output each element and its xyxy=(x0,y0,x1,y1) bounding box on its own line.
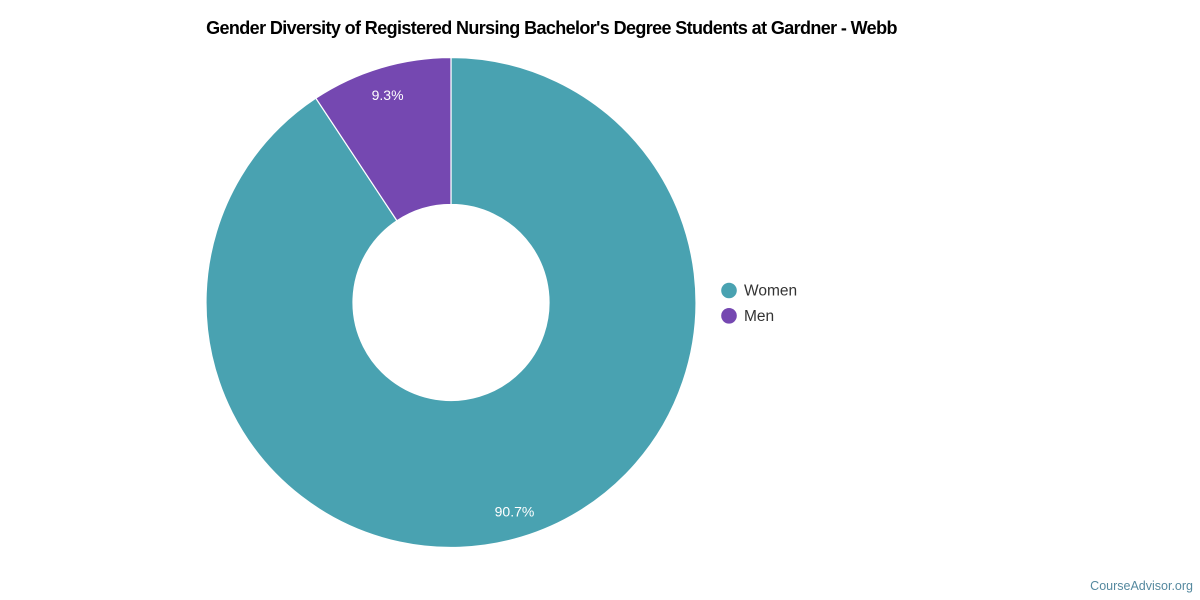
svg-text:Women: Women xyxy=(744,283,797,300)
svg-text:9.3%: 9.3% xyxy=(372,87,404,103)
svg-text:90.7%: 90.7% xyxy=(495,504,535,520)
svg-text:Men: Men xyxy=(744,308,774,325)
